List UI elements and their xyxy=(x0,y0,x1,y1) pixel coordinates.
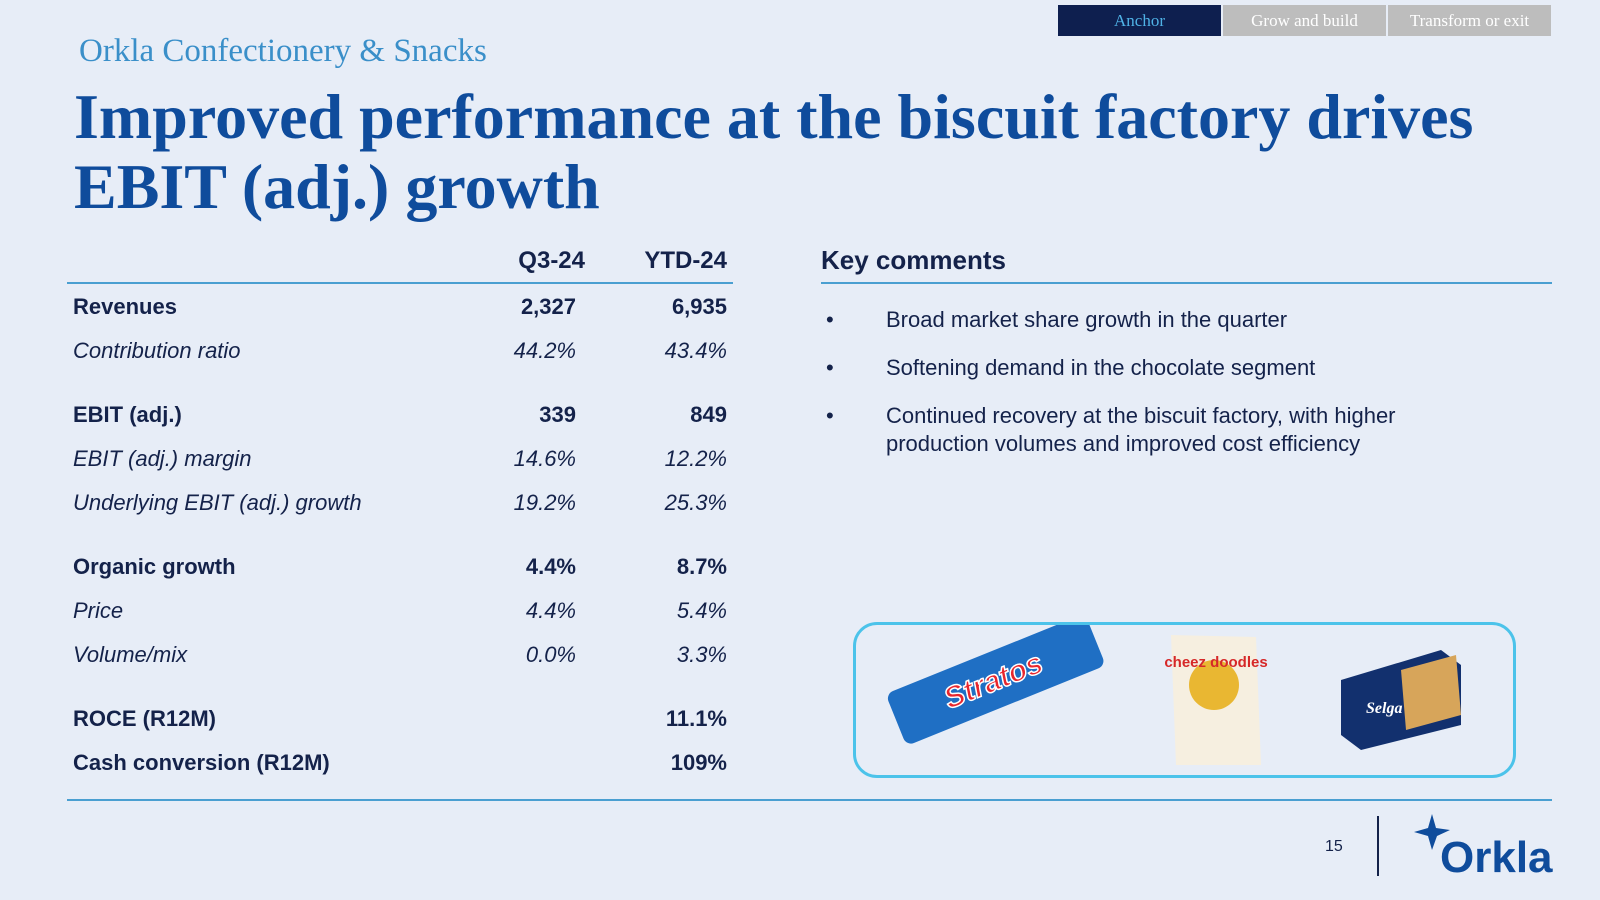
tab[interactable]: Grow and build xyxy=(1223,5,1386,36)
product-images: Stratos cheez doodles Selga xyxy=(887,615,1461,765)
footer-rule xyxy=(67,799,1552,801)
row-label: ROCE (R12M) xyxy=(73,706,217,731)
cell-value: 8.7% xyxy=(676,554,727,579)
subtitle: Orkla Confectionery & Snacks xyxy=(79,33,487,69)
table-rule xyxy=(67,282,733,284)
footer-separator xyxy=(1377,816,1379,876)
bullet-dot: • xyxy=(826,403,834,428)
logo-star xyxy=(1414,814,1450,850)
cell-value: 25.3% xyxy=(664,490,727,515)
cell-value: 109% xyxy=(670,750,727,775)
cell-value: 0.0% xyxy=(525,642,576,667)
tab[interactable]: Anchor xyxy=(1058,5,1221,36)
logo: Orkla xyxy=(1414,814,1553,880)
cell-value: 5.4% xyxy=(676,598,727,623)
cell-value: 19.2% xyxy=(513,490,576,515)
row-label: Cash conversion (R12M) xyxy=(73,750,330,775)
cell-value: 11.1% xyxy=(665,706,727,731)
cheez-doodles-pack: cheez doodles xyxy=(1164,635,1268,765)
product-name: Selga xyxy=(1366,700,1402,717)
row-label: Volume/mix xyxy=(73,642,188,667)
row-label: Revenues xyxy=(73,294,177,319)
cell-value: 2,327 xyxy=(520,294,576,319)
cell-value: 14.6% xyxy=(513,446,576,471)
row-label: Organic growth xyxy=(73,554,236,579)
cell-value: 44.2% xyxy=(513,338,576,363)
logo-text: Orkla xyxy=(1440,833,1553,880)
bullet-dot: • xyxy=(826,355,834,380)
cell-value: 4.4% xyxy=(525,598,576,623)
page-number: 15 xyxy=(1325,838,1343,855)
comment: Continued recovery at the biscuit factor… xyxy=(886,403,1396,456)
cell-value: 12.2% xyxy=(664,446,727,471)
comment: Softening demand in the chocolate segmen… xyxy=(886,355,1316,380)
row-label: EBIT (adj.) xyxy=(73,402,182,427)
title: Improved performance at the biscuit fact… xyxy=(74,81,1474,222)
comments-rule xyxy=(821,282,1552,284)
cell-value: 43.4% xyxy=(664,338,727,363)
cell-value: 339 xyxy=(539,402,576,427)
comments-title: Key comments xyxy=(821,245,1006,275)
comment: Broad market share growth in the quarter xyxy=(886,307,1288,332)
selga-pack: Selga xyxy=(1341,650,1461,750)
bullet-dot: • xyxy=(826,307,834,332)
row-label: Price xyxy=(73,598,124,623)
tab[interactable]: Transform or exit xyxy=(1388,5,1551,36)
stratos-pack: Stratos xyxy=(887,615,1104,744)
column-header: Q3-24 xyxy=(518,247,585,274)
row-label: Underlying EBIT (adj.) growth xyxy=(73,490,362,515)
product-name: cheez doodles xyxy=(1164,654,1267,671)
row-label: EBIT (adj.) margin xyxy=(73,446,252,471)
column-header: YTD-24 xyxy=(644,247,727,274)
cell-value: 849 xyxy=(690,402,727,427)
cell-value: 3.3% xyxy=(676,642,727,667)
cell-value: 6,935 xyxy=(671,294,727,319)
row-label: Contribution ratio xyxy=(73,338,241,363)
product-box: Stratos cheez doodles Selga xyxy=(853,615,1516,778)
cell-value: 4.4% xyxy=(525,554,576,579)
